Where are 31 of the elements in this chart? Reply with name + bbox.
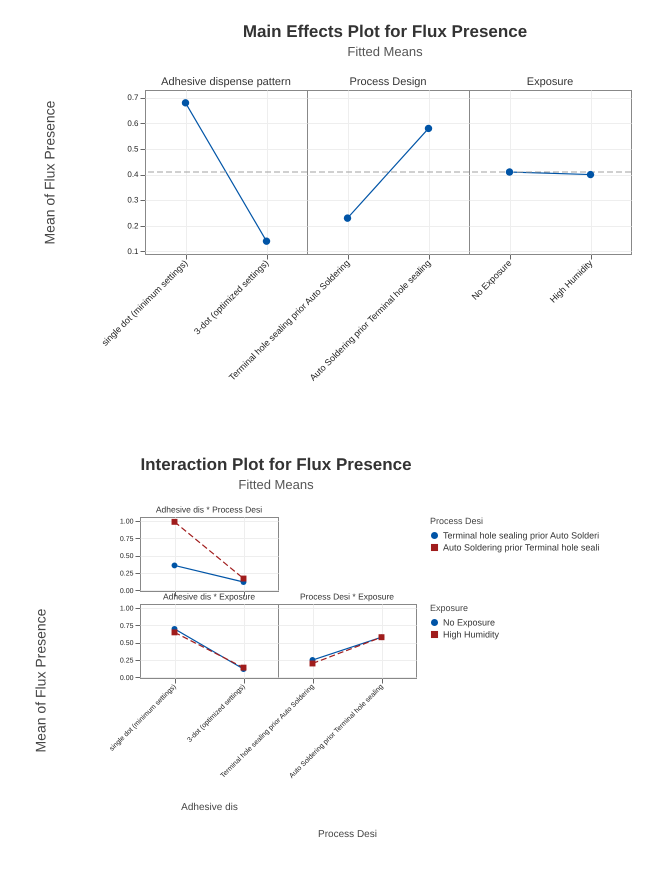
legend-label: Terminal hole sealing prior Auto Solderi — [443, 530, 600, 540]
chart-title: Exposure — [526, 76, 574, 88]
text: Main Effects Plot for Flux Presence — [242, 22, 528, 42]
x-axis-title: Adhesive dis — [181, 802, 238, 813]
y-tick-label: 0.2 — [127, 221, 140, 230]
y-tick-label: 0.5 — [127, 144, 140, 154]
chart-title: Process Desi * Exposure — [300, 592, 394, 602]
legend-title: Process Desi — [430, 516, 484, 526]
y-axis-title: Mean of Flux Presence — [41, 100, 58, 244]
y-axis-title: Mean of Flux Presence — [32, 608, 48, 752]
point — [240, 576, 246, 582]
legend-label: High Humidity — [443, 630, 500, 640]
legend-label: Auto Soldering prior Terminal hole seali — [443, 542, 600, 552]
y-tick-label: 0.1 — [127, 246, 140, 256]
chart-title: Process Design — [349, 76, 427, 88]
y-tick-label: 0.4 — [127, 170, 140, 180]
chart-title: Adhesive dispense pattern — [161, 76, 291, 88]
point — [172, 518, 178, 525]
text: Fitted Means — [346, 44, 424, 59]
legend-label: No Exposure — [443, 618, 496, 628]
y-tick-label: 0.7 — [127, 93, 140, 102]
x-axis-title: Process Desi — [318, 829, 377, 840]
y-tick-label: 0.3 — [127, 196, 140, 205]
y-tick-label: 0.6 — [127, 118, 140, 128]
chart-title: Adhesive dis * Process Desi — [156, 504, 262, 514]
text: Fitted Means — [237, 477, 315, 492]
legend-title: Exposure — [430, 603, 468, 613]
point — [172, 629, 178, 636]
text: Interaction Plot for Flux Presence — [139, 455, 413, 475]
chart-title: Adhesive dis * Exposure — [162, 592, 256, 602]
point — [172, 562, 178, 568]
